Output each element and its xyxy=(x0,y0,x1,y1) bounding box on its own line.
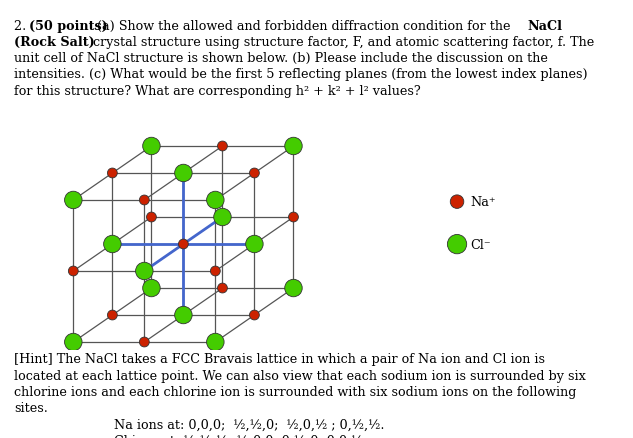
Text: NaCl: NaCl xyxy=(528,20,563,33)
Circle shape xyxy=(175,307,192,324)
Circle shape xyxy=(210,266,220,276)
Text: (Rock Salt): (Rock Salt) xyxy=(14,36,95,49)
Circle shape xyxy=(65,333,82,351)
Text: Cl ions at: ½,½,½; ½,0,0; 0,½,0; 0,0,½.: Cl ions at: ½,½,½; ½,0,0; 0,½,0; 0,0,½. xyxy=(114,434,367,438)
Circle shape xyxy=(139,337,149,347)
Text: unit cell of NaCl structure is shown below. (b) Please include the discussion on: unit cell of NaCl structure is shown bel… xyxy=(14,52,548,65)
Text: (50 points): (50 points) xyxy=(29,20,108,33)
Circle shape xyxy=(218,142,227,152)
Circle shape xyxy=(146,212,156,223)
Circle shape xyxy=(179,240,188,249)
Circle shape xyxy=(289,212,298,223)
Text: located at each lattice point. We can also view that each sodium ion is surround: located at each lattice point. We can al… xyxy=(14,369,586,382)
Circle shape xyxy=(175,165,192,182)
Text: Cl⁻: Cl⁻ xyxy=(470,238,491,251)
Circle shape xyxy=(139,196,149,205)
Text: for this structure? What are corresponding h² + k² + l² values?: for this structure? What are correspondi… xyxy=(14,85,421,98)
Circle shape xyxy=(218,283,227,293)
Text: [Hint] The NaCl takes a FCC Bravais lattice in which a pair of Na ion and Cl ion: [Hint] The NaCl takes a FCC Bravais latt… xyxy=(14,353,545,366)
Circle shape xyxy=(214,209,231,226)
Text: 2.: 2. xyxy=(14,20,30,33)
Circle shape xyxy=(249,169,260,179)
Text: intensities. (c) What would be the first 5 reflecting planes (from the lowest in: intensities. (c) What would be the first… xyxy=(14,68,587,81)
Circle shape xyxy=(108,311,117,320)
Text: crystal structure using structure factor, F, and atomic scattering factor, f. Th: crystal structure using structure factor… xyxy=(89,36,594,49)
Text: Na⁺: Na⁺ xyxy=(470,196,496,208)
Circle shape xyxy=(65,192,82,209)
Text: sites.: sites. xyxy=(14,401,48,414)
Circle shape xyxy=(448,235,467,254)
Circle shape xyxy=(142,138,160,155)
Circle shape xyxy=(206,192,224,209)
Text: Na ions at: 0,0,0;  ½,½,0;  ½,0,½ ; 0,½,½.: Na ions at: 0,0,0; ½,½,0; ½,0,½ ; 0,½,½. xyxy=(114,417,384,431)
Text: chlorine ions and each chlorine ion is surrounded with six sodium ions on the fo: chlorine ions and each chlorine ion is s… xyxy=(14,385,576,398)
Circle shape xyxy=(135,263,153,280)
Circle shape xyxy=(246,236,263,253)
Circle shape xyxy=(450,195,464,209)
Text: (a) Show the allowed and forbidden diffraction condition for the: (a) Show the allowed and forbidden diffr… xyxy=(93,20,515,33)
Circle shape xyxy=(104,236,121,253)
Circle shape xyxy=(108,169,117,179)
Circle shape xyxy=(249,311,260,320)
Circle shape xyxy=(285,279,302,297)
Circle shape xyxy=(68,266,78,276)
Circle shape xyxy=(285,138,302,155)
Circle shape xyxy=(206,333,224,351)
Circle shape xyxy=(142,279,160,297)
